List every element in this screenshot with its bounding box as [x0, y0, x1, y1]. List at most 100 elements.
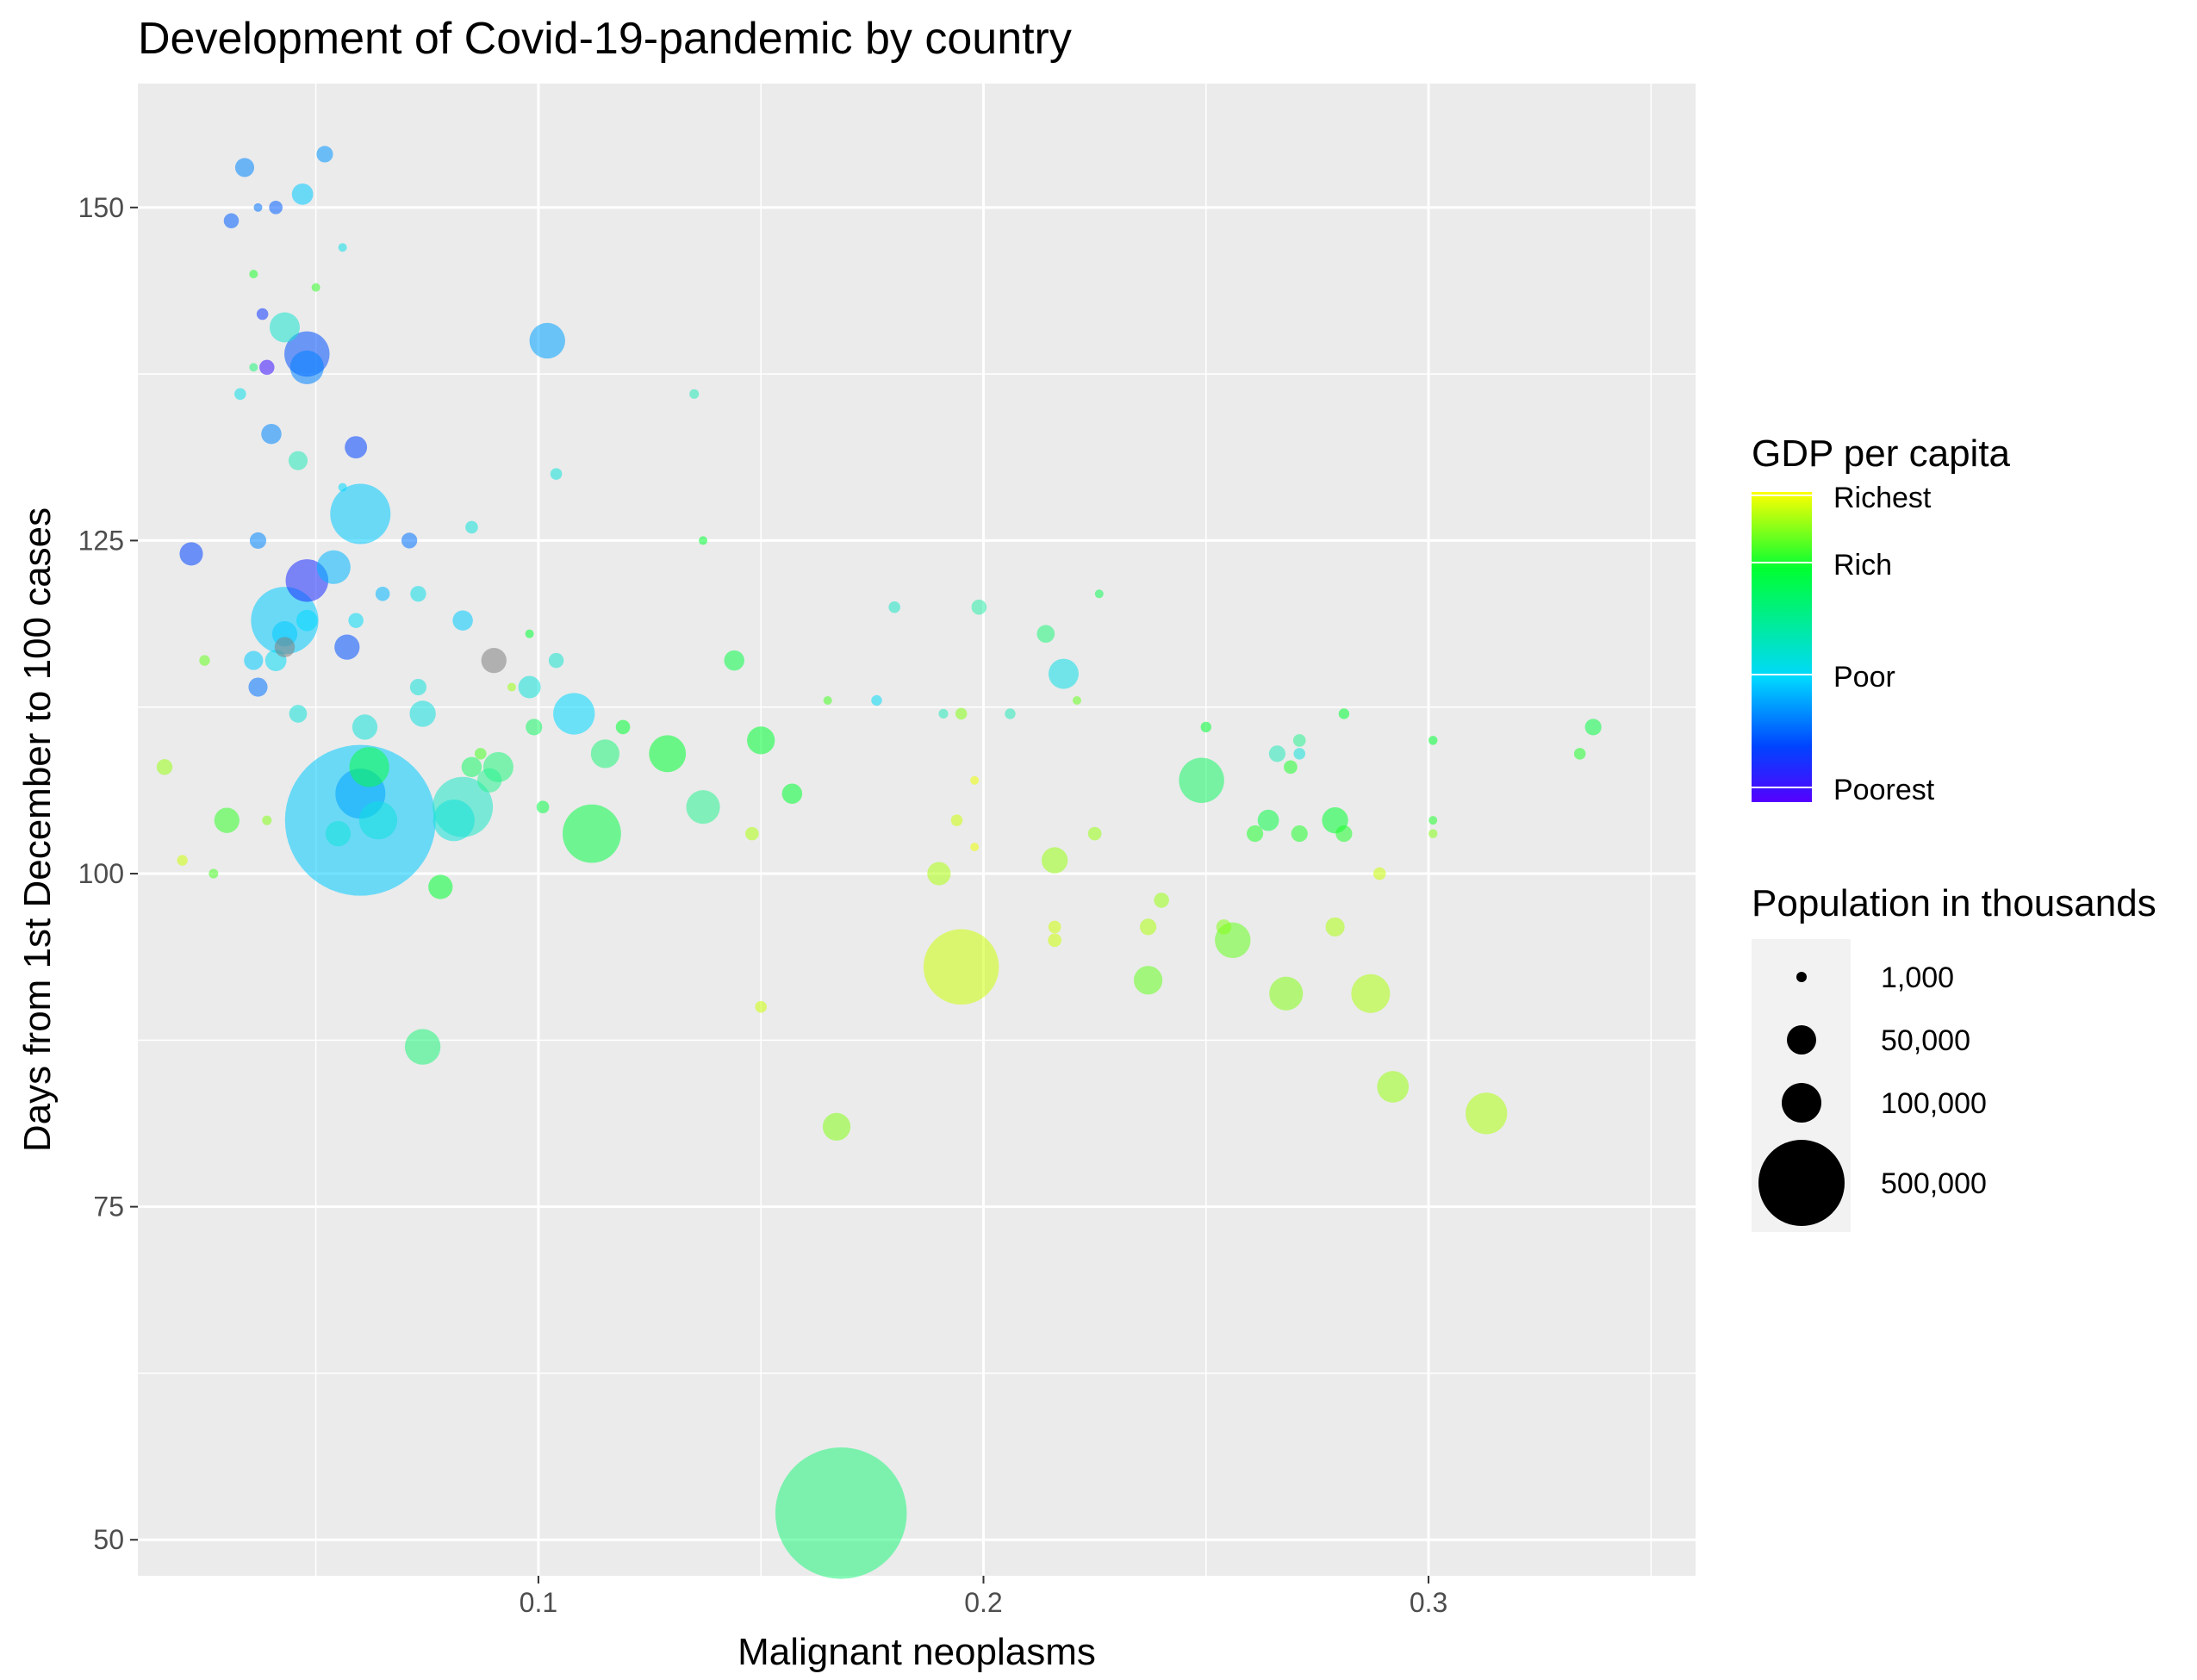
size-label-50000: 50,000 — [1881, 1024, 1970, 1057]
country-point — [938, 708, 949, 719]
country-point — [311, 283, 321, 292]
country-point — [1268, 745, 1286, 762]
country-point — [409, 678, 427, 696]
country-point — [747, 726, 775, 755]
country-point — [248, 677, 268, 697]
country-point — [699, 536, 708, 545]
country-point — [401, 532, 418, 549]
country-point — [649, 735, 687, 773]
size-label-1000: 1,000 — [1881, 961, 1954, 994]
country-point — [1325, 917, 1345, 936]
country-point — [781, 783, 803, 804]
size-legend-title: Population in thousands — [1752, 882, 2157, 924]
country-point — [1377, 1071, 1410, 1103]
color-bar — [1752, 492, 1812, 802]
country-point — [525, 629, 534, 638]
country-point — [338, 243, 347, 252]
country-point — [1292, 734, 1306, 747]
country-point — [452, 610, 473, 631]
country-point — [291, 183, 314, 205]
country-point — [1094, 589, 1104, 599]
country-point — [1573, 748, 1586, 760]
country-point — [1335, 825, 1353, 843]
country-point — [1140, 918, 1157, 936]
country-point — [156, 759, 173, 775]
y-tick-label: 50 — [93, 1524, 124, 1555]
country-point — [288, 451, 308, 470]
country-point — [590, 739, 620, 768]
country-point — [375, 586, 390, 601]
country-point — [1216, 919, 1232, 935]
x-tick-label: 0.1 — [520, 1587, 557, 1618]
country-point — [234, 158, 255, 177]
country-point — [296, 609, 318, 632]
country-point — [345, 436, 368, 459]
color-label-poor: Poor — [1833, 661, 1895, 694]
country-point — [465, 520, 478, 534]
country-point — [1087, 826, 1102, 841]
country-point — [330, 483, 391, 544]
y-tick-label: 100 — [78, 858, 124, 889]
country-point — [724, 650, 744, 671]
country-point — [261, 423, 282, 445]
country-point — [325, 820, 352, 847]
country-point — [334, 634, 360, 660]
country-point — [249, 363, 258, 372]
country-point — [1048, 658, 1079, 689]
country-point — [775, 1447, 907, 1579]
country-point — [253, 202, 263, 212]
country-point — [474, 748, 487, 760]
country-point — [923, 929, 999, 1005]
country-point — [251, 587, 319, 655]
y-tick-label: 125 — [78, 525, 124, 556]
country-point — [461, 756, 482, 778]
x-tick-label: 0.3 — [1410, 1587, 1447, 1618]
country-point — [262, 815, 272, 825]
country-point — [507, 682, 516, 692]
country-point — [481, 647, 507, 674]
x-tick-label: 0.2 — [964, 1587, 1002, 1618]
y-tick-label: 150 — [78, 192, 124, 223]
country-point — [536, 800, 550, 814]
country-point — [316, 550, 351, 584]
chart-title: Development of Covid-19-pandemic by coun… — [138, 14, 1072, 64]
data-points — [156, 146, 1602, 1579]
country-point — [548, 652, 564, 669]
country-point — [214, 807, 240, 833]
size-label-100000: 100,000 — [1881, 1087, 1987, 1120]
country-point — [358, 801, 398, 840]
country-point — [1284, 760, 1298, 775]
country-point — [234, 388, 246, 401]
country-point — [1036, 625, 1055, 644]
country-point — [970, 843, 980, 852]
country-point — [316, 146, 333, 163]
country-point — [1247, 825, 1264, 843]
size-legend: Population in thousands 1,000 50,000 100… — [1752, 882, 2157, 1232]
country-point — [971, 599, 987, 615]
size-key-50000 — [1787, 1025, 1816, 1055]
country-point — [1584, 719, 1602, 736]
country-point — [526, 719, 543, 736]
country-point — [1179, 757, 1224, 804]
country-point — [256, 308, 269, 320]
country-point — [1072, 695, 1081, 705]
country-point — [1269, 976, 1304, 1011]
country-point — [1041, 847, 1068, 874]
country-point — [615, 719, 631, 735]
color-label-richest: Richest — [1833, 482, 1932, 514]
y-tick-label: 75 — [93, 1192, 124, 1223]
size-key-1000 — [1796, 972, 1807, 982]
country-point — [244, 650, 264, 670]
country-point — [249, 270, 258, 279]
x-axis-label: Malignant neoplasms — [738, 1631, 1096, 1673]
country-point — [177, 855, 188, 866]
color-label-poorest: Poorest — [1833, 774, 1935, 806]
country-point — [745, 826, 759, 841]
country-point — [1372, 867, 1386, 880]
country-point — [550, 468, 563, 480]
country-point — [955, 707, 968, 720]
country-point — [871, 694, 882, 706]
country-point — [289, 705, 308, 723]
country-point — [970, 775, 980, 785]
size-key-100000 — [1782, 1083, 1821, 1123]
